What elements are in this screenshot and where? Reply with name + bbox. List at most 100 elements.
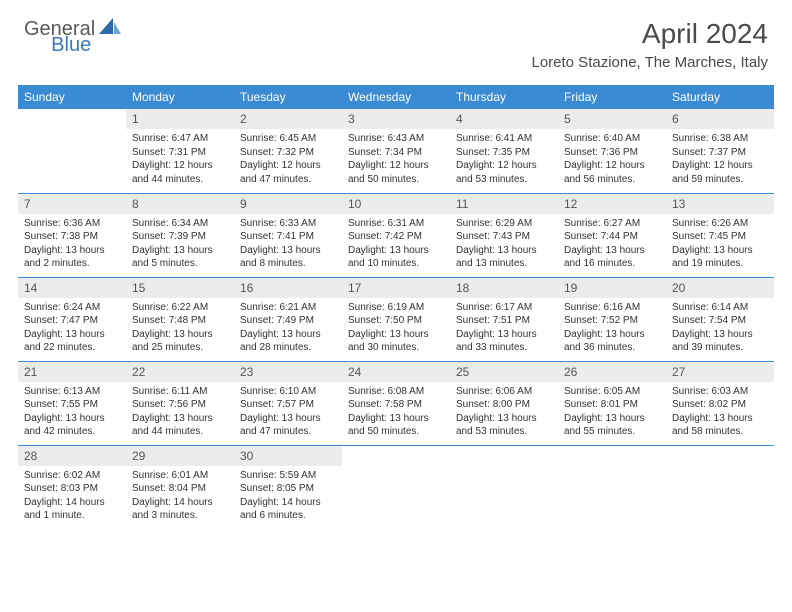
calendar-cell: 22Sunrise: 6:11 AMSunset: 7:56 PMDayligh… — [126, 361, 234, 445]
day-details: Sunrise: 6:11 AMSunset: 7:56 PMDaylight:… — [126, 382, 234, 443]
calendar-cell: 9Sunrise: 6:33 AMSunset: 7:41 PMDaylight… — [234, 193, 342, 277]
day-number: 10 — [342, 194, 450, 214]
calendar-cell: 18Sunrise: 6:17 AMSunset: 7:51 PMDayligh… — [450, 277, 558, 361]
brand-part2: Blue — [51, 34, 91, 57]
calendar-cell: 7Sunrise: 6:36 AMSunset: 7:38 PMDaylight… — [18, 193, 126, 277]
calendar-cell: 8Sunrise: 6:34 AMSunset: 7:39 PMDaylight… — [126, 193, 234, 277]
day-number: 5 — [558, 109, 666, 129]
calendar-cell — [666, 445, 774, 529]
calendar-cell: 26Sunrise: 6:05 AMSunset: 8:01 PMDayligh… — [558, 361, 666, 445]
day-number: 20 — [666, 278, 774, 298]
calendar-cell: 14Sunrise: 6:24 AMSunset: 7:47 PMDayligh… — [18, 277, 126, 361]
day-details: Sunrise: 6:02 AMSunset: 8:03 PMDaylight:… — [18, 466, 126, 527]
day-details: Sunrise: 6:24 AMSunset: 7:47 PMDaylight:… — [18, 298, 126, 359]
calendar-cell: 28Sunrise: 6:02 AMSunset: 8:03 PMDayligh… — [18, 445, 126, 529]
weekday-header: Friday — [558, 85, 666, 109]
day-details: Sunrise: 6:13 AMSunset: 7:55 PMDaylight:… — [18, 382, 126, 443]
day-number: 24 — [342, 362, 450, 382]
day-details: Sunrise: 6:29 AMSunset: 7:43 PMDaylight:… — [450, 214, 558, 275]
calendar-week-row: 14Sunrise: 6:24 AMSunset: 7:47 PMDayligh… — [18, 277, 774, 361]
calendar-cell: 24Sunrise: 6:08 AMSunset: 7:58 PMDayligh… — [342, 361, 450, 445]
calendar-cell: 11Sunrise: 6:29 AMSunset: 7:43 PMDayligh… — [450, 193, 558, 277]
day-details: Sunrise: 6:33 AMSunset: 7:41 PMDaylight:… — [234, 214, 342, 275]
day-number: 26 — [558, 362, 666, 382]
day-number: 19 — [558, 278, 666, 298]
day-number: 2 — [234, 109, 342, 129]
day-details: Sunrise: 6:01 AMSunset: 8:04 PMDaylight:… — [126, 466, 234, 527]
calendar-cell: 4Sunrise: 6:41 AMSunset: 7:35 PMDaylight… — [450, 109, 558, 193]
calendar-cell: 10Sunrise: 6:31 AMSunset: 7:42 PMDayligh… — [342, 193, 450, 277]
calendar-cell: 20Sunrise: 6:14 AMSunset: 7:54 PMDayligh… — [666, 277, 774, 361]
day-number: 21 — [18, 362, 126, 382]
day-details: Sunrise: 6:26 AMSunset: 7:45 PMDaylight:… — [666, 214, 774, 275]
day-number: 18 — [450, 278, 558, 298]
day-number: 15 — [126, 278, 234, 298]
day-details: Sunrise: 6:36 AMSunset: 7:38 PMDaylight:… — [18, 214, 126, 275]
header: General Blue April 2024 Loreto Stazione,… — [0, 0, 792, 77]
calendar-table: SundayMondayTuesdayWednesdayThursdayFrid… — [18, 85, 774, 529]
calendar-cell: 25Sunrise: 6:06 AMSunset: 8:00 PMDayligh… — [450, 361, 558, 445]
weekday-header: Monday — [126, 85, 234, 109]
day-number: 25 — [450, 362, 558, 382]
day-details: Sunrise: 6:40 AMSunset: 7:36 PMDaylight:… — [558, 129, 666, 190]
day-details: Sunrise: 6:14 AMSunset: 7:54 PMDaylight:… — [666, 298, 774, 359]
weekday-header-row: SundayMondayTuesdayWednesdayThursdayFrid… — [18, 85, 774, 109]
day-details: Sunrise: 6:38 AMSunset: 7:37 PMDaylight:… — [666, 129, 774, 190]
day-number: 12 — [558, 194, 666, 214]
day-details: Sunrise: 6:27 AMSunset: 7:44 PMDaylight:… — [558, 214, 666, 275]
day-number: 27 — [666, 362, 774, 382]
weekday-header: Wednesday — [342, 85, 450, 109]
calendar-cell: 15Sunrise: 6:22 AMSunset: 7:48 PMDayligh… — [126, 277, 234, 361]
day-details: Sunrise: 6:16 AMSunset: 7:52 PMDaylight:… — [558, 298, 666, 359]
calendar-cell: 29Sunrise: 6:01 AMSunset: 8:04 PMDayligh… — [126, 445, 234, 529]
calendar-cell: 12Sunrise: 6:27 AMSunset: 7:44 PMDayligh… — [558, 193, 666, 277]
day-number: 9 — [234, 194, 342, 214]
calendar-cell — [450, 445, 558, 529]
calendar-cell — [342, 445, 450, 529]
day-number: 7 — [18, 194, 126, 214]
calendar-cell — [18, 109, 126, 193]
day-number: 1 — [126, 109, 234, 129]
location-text: Loreto Stazione, The Marches, Italy — [531, 54, 768, 71]
day-details: Sunrise: 6:19 AMSunset: 7:50 PMDaylight:… — [342, 298, 450, 359]
title-block: April 2024 Loreto Stazione, The Marches,… — [531, 18, 768, 71]
day-details: Sunrise: 6:45 AMSunset: 7:32 PMDaylight:… — [234, 129, 342, 190]
day-details: Sunrise: 6:22 AMSunset: 7:48 PMDaylight:… — [126, 298, 234, 359]
day-details: Sunrise: 6:31 AMSunset: 7:42 PMDaylight:… — [342, 214, 450, 275]
weekday-header: Thursday — [450, 85, 558, 109]
calendar-cell: 1Sunrise: 6:47 AMSunset: 7:31 PMDaylight… — [126, 109, 234, 193]
calendar-week-row: 7Sunrise: 6:36 AMSunset: 7:38 PMDaylight… — [18, 193, 774, 277]
day-details: Sunrise: 6:43 AMSunset: 7:34 PMDaylight:… — [342, 129, 450, 190]
day-number: 6 — [666, 109, 774, 129]
day-number: 13 — [666, 194, 774, 214]
calendar-cell: 23Sunrise: 6:10 AMSunset: 7:57 PMDayligh… — [234, 361, 342, 445]
day-details: Sunrise: 6:10 AMSunset: 7:57 PMDaylight:… — [234, 382, 342, 443]
calendar-week-row: 28Sunrise: 6:02 AMSunset: 8:03 PMDayligh… — [18, 445, 774, 529]
day-details: Sunrise: 6:47 AMSunset: 7:31 PMDaylight:… — [126, 129, 234, 190]
day-number: 22 — [126, 362, 234, 382]
calendar-cell: 21Sunrise: 6:13 AMSunset: 7:55 PMDayligh… — [18, 361, 126, 445]
calendar-cell — [558, 445, 666, 529]
calendar-cell: 6Sunrise: 6:38 AMSunset: 7:37 PMDaylight… — [666, 109, 774, 193]
day-details: Sunrise: 6:21 AMSunset: 7:49 PMDaylight:… — [234, 298, 342, 359]
calendar-cell: 3Sunrise: 6:43 AMSunset: 7:34 PMDaylight… — [342, 109, 450, 193]
calendar-body: 1Sunrise: 6:47 AMSunset: 7:31 PMDaylight… — [18, 109, 774, 529]
calendar-cell: 16Sunrise: 6:21 AMSunset: 7:49 PMDayligh… — [234, 277, 342, 361]
day-details: Sunrise: 6:17 AMSunset: 7:51 PMDaylight:… — [450, 298, 558, 359]
day-number: 28 — [18, 446, 126, 466]
day-number: 11 — [450, 194, 558, 214]
day-number: 16 — [234, 278, 342, 298]
calendar-cell: 13Sunrise: 6:26 AMSunset: 7:45 PMDayligh… — [666, 193, 774, 277]
weekday-header: Saturday — [666, 85, 774, 109]
day-details: Sunrise: 6:34 AMSunset: 7:39 PMDaylight:… — [126, 214, 234, 275]
calendar-cell: 19Sunrise: 6:16 AMSunset: 7:52 PMDayligh… — [558, 277, 666, 361]
calendar-cell: 27Sunrise: 6:03 AMSunset: 8:02 PMDayligh… — [666, 361, 774, 445]
calendar-cell: 30Sunrise: 5:59 AMSunset: 8:05 PMDayligh… — [234, 445, 342, 529]
month-title: April 2024 — [531, 18, 768, 50]
day-details: Sunrise: 6:08 AMSunset: 7:58 PMDaylight:… — [342, 382, 450, 443]
day-number: 3 — [342, 109, 450, 129]
day-details: Sunrise: 6:03 AMSunset: 8:02 PMDaylight:… — [666, 382, 774, 443]
day-number: 8 — [126, 194, 234, 214]
day-number: 30 — [234, 446, 342, 466]
day-number: 23 — [234, 362, 342, 382]
